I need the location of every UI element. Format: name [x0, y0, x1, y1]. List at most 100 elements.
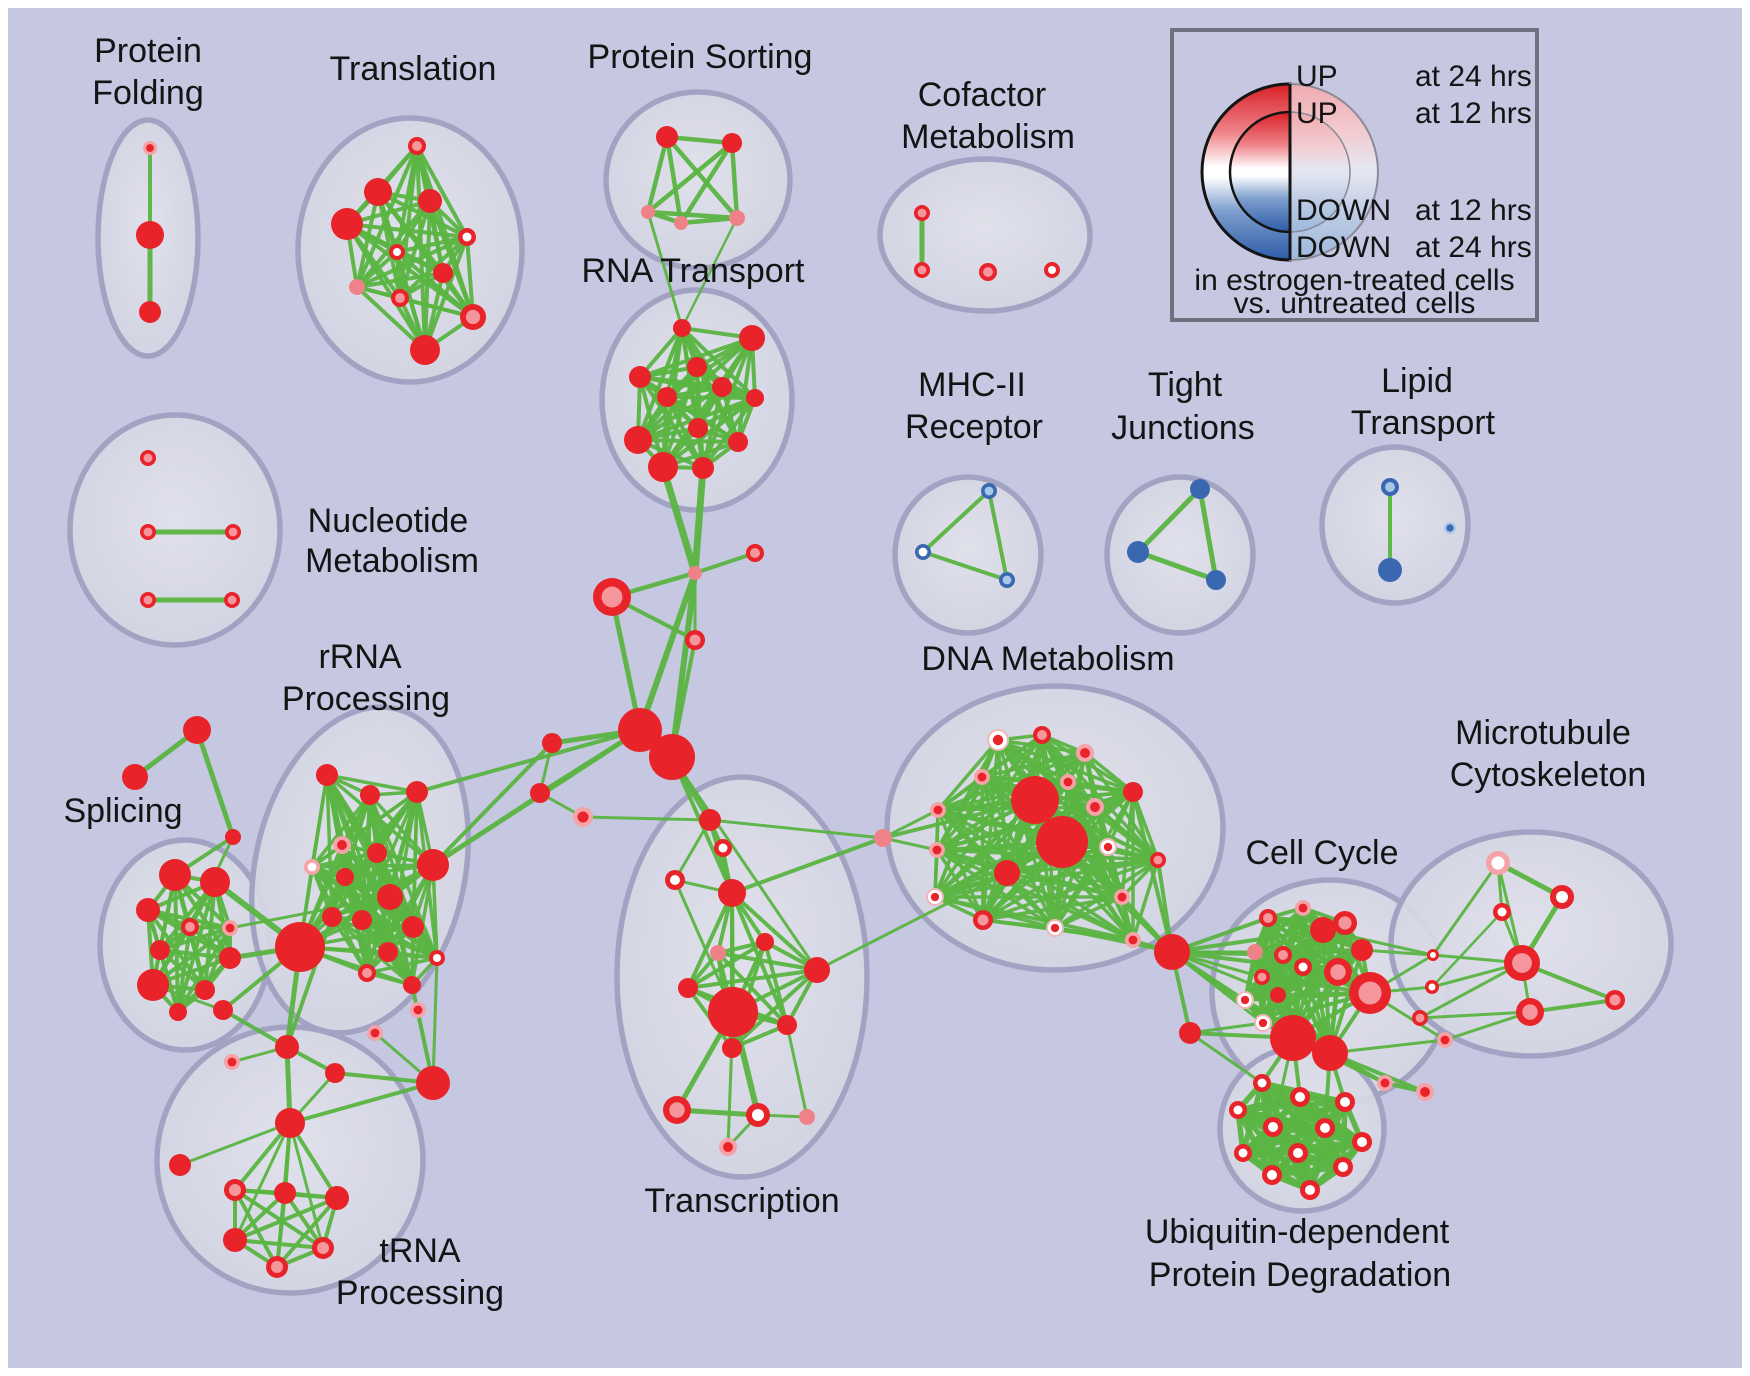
node-r: [136, 221, 164, 249]
node-r: [137, 969, 169, 1001]
node-r: [403, 976, 421, 994]
legend-inner-left-half: [1228, 110, 1292, 234]
cluster-label-18: DNA Metabolism: [921, 640, 1174, 678]
node-b: [1127, 541, 1149, 563]
node-r: [656, 126, 678, 148]
node-rp: [1516, 998, 1544, 1026]
edge: [609, 594, 643, 733]
node-rp: [312, 1237, 334, 1259]
edge: [686, 891, 734, 990]
node-r: [1011, 776, 1059, 824]
node-r: [213, 1000, 233, 1020]
edge: [1083, 751, 1135, 794]
edge: [1240, 1125, 1328, 1156]
node-wr: [1099, 838, 1117, 856]
node-rw: [1300, 1180, 1320, 1200]
edge: [716, 951, 819, 972]
node-rp: [1324, 958, 1352, 986]
cluster-tight-junctions: [1104, 474, 1256, 636]
node-r: [804, 957, 830, 983]
edge: [1188, 1021, 1265, 1035]
node-r: [360, 785, 380, 805]
legend-inner-right-half: [1289, 111, 1351, 233]
edge: [1443, 1010, 1532, 1042]
node-r: [336, 868, 354, 886]
node-rw: [1294, 958, 1312, 976]
edge: [730, 968, 819, 1050]
node-rw: [1427, 949, 1439, 961]
node-r: [159, 859, 191, 891]
edge: [936, 775, 984, 812]
edge: [637, 570, 698, 733]
node-rp: [1412, 1010, 1428, 1026]
node-r: [688, 418, 708, 438]
edge: [228, 895, 392, 930]
node-r: [275, 922, 325, 972]
edge: [921, 489, 991, 554]
node-rp: [140, 450, 156, 466]
edge: [1197, 486, 1219, 583]
node-r: [417, 849, 449, 881]
edge: [1066, 780, 1160, 862]
node-r: [322, 907, 342, 927]
edge: [1430, 910, 1504, 989]
node-rw: [714, 839, 732, 857]
node-r: [364, 178, 392, 206]
edge: [283, 1191, 325, 1250]
edge: [921, 550, 1009, 582]
edge: [1243, 965, 1305, 1002]
cluster-mhc-ii-receptor: [892, 474, 1044, 636]
cluster-label-26: Protein Degradation: [1149, 1256, 1451, 1294]
edge: [158, 926, 232, 952]
node-rw: [1288, 1143, 1308, 1163]
node-pr: [1377, 1075, 1393, 1091]
node-pr: [222, 920, 238, 936]
node-r: [1270, 987, 1286, 1003]
node-rw: [1493, 903, 1511, 921]
node-r: [136, 898, 160, 922]
node-p: [729, 210, 745, 226]
edge: [188, 925, 207, 992]
node-rp: [1033, 726, 1051, 744]
edge: [288, 1081, 435, 1125]
edge: [716, 951, 789, 1027]
edge: [310, 851, 379, 869]
node-pr: [1295, 900, 1311, 916]
edge: [1188, 1031, 1264, 1085]
cluster-label-12: Transport: [1351, 404, 1496, 442]
node-r: [352, 910, 372, 930]
node-wr: [926, 888, 944, 906]
node-rw: [458, 228, 476, 246]
node-r: [678, 978, 698, 998]
edge: [670, 755, 819, 972]
edge: [669, 570, 698, 760]
node-rp: [685, 630, 705, 650]
edge: [355, 235, 469, 289]
edge: [936, 738, 1000, 812]
edge: [881, 798, 1037, 840]
cluster-label-10: Junctions: [1111, 409, 1255, 447]
node-r: [410, 335, 440, 365]
cluster-label-1: Folding: [92, 74, 204, 112]
node-r: [1036, 816, 1088, 868]
edge: [355, 285, 427, 352]
edge: [581, 815, 712, 822]
cluster-label-24: Processing: [336, 1274, 504, 1312]
edge: [1135, 549, 1219, 583]
node-rp: [914, 205, 930, 221]
legend-caption-0: in estrogen-treated cells: [1194, 264, 1514, 297]
node-r: [433, 263, 453, 283]
node-rw: [429, 950, 445, 966]
node-r: [139, 301, 161, 323]
node-wr: [1254, 1014, 1272, 1032]
node-r: [624, 426, 652, 454]
cluster-label-14: Metabolism: [305, 542, 479, 580]
node-bl: [999, 572, 1015, 588]
node-pr: [1060, 774, 1076, 790]
node-r: [708, 987, 758, 1037]
node-r: [746, 389, 764, 407]
edge: [730, 891, 819, 972]
node-rp: [593, 578, 631, 616]
node-rp: [979, 263, 997, 281]
